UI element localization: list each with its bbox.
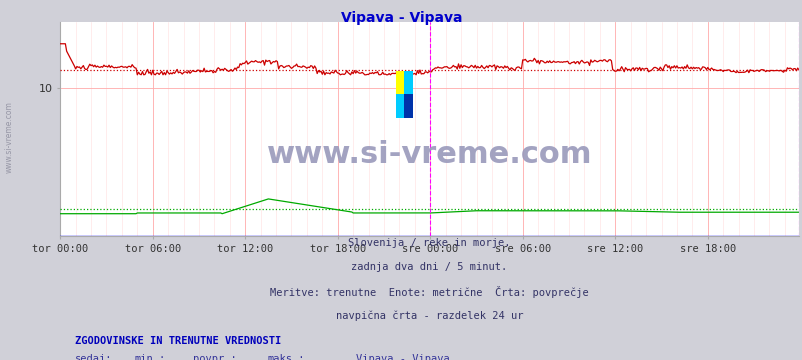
Text: navpična črta - razdelek 24 ur: navpična črta - razdelek 24 ur xyxy=(335,311,523,321)
Text: Vipava - Vipava: Vipava - Vipava xyxy=(355,354,449,360)
Text: Meritve: trenutne  Enote: metrične  Črta: povprečje: Meritve: trenutne Enote: metrične Črta: … xyxy=(270,287,588,298)
Text: sedaj:: sedaj: xyxy=(75,354,112,360)
Text: ZGODOVINSKE IN TRENUTNE VREDNOSTI: ZGODOVINSKE IN TRENUTNE VREDNOSTI xyxy=(75,336,281,346)
Text: Slovenija / reke in morje.: Slovenija / reke in morje. xyxy=(348,238,510,248)
Text: www.si-vreme.com: www.si-vreme.com xyxy=(266,140,592,169)
Text: povpr.:: povpr.: xyxy=(193,354,237,360)
Text: www.si-vreme.com: www.si-vreme.com xyxy=(5,101,14,173)
Text: maks.:: maks.: xyxy=(267,354,304,360)
Text: Vipava - Vipava: Vipava - Vipava xyxy=(340,11,462,25)
Text: zadnja dva dni / 5 minut.: zadnja dva dni / 5 minut. xyxy=(351,262,507,273)
Text: min.:: min.: xyxy=(134,354,165,360)
